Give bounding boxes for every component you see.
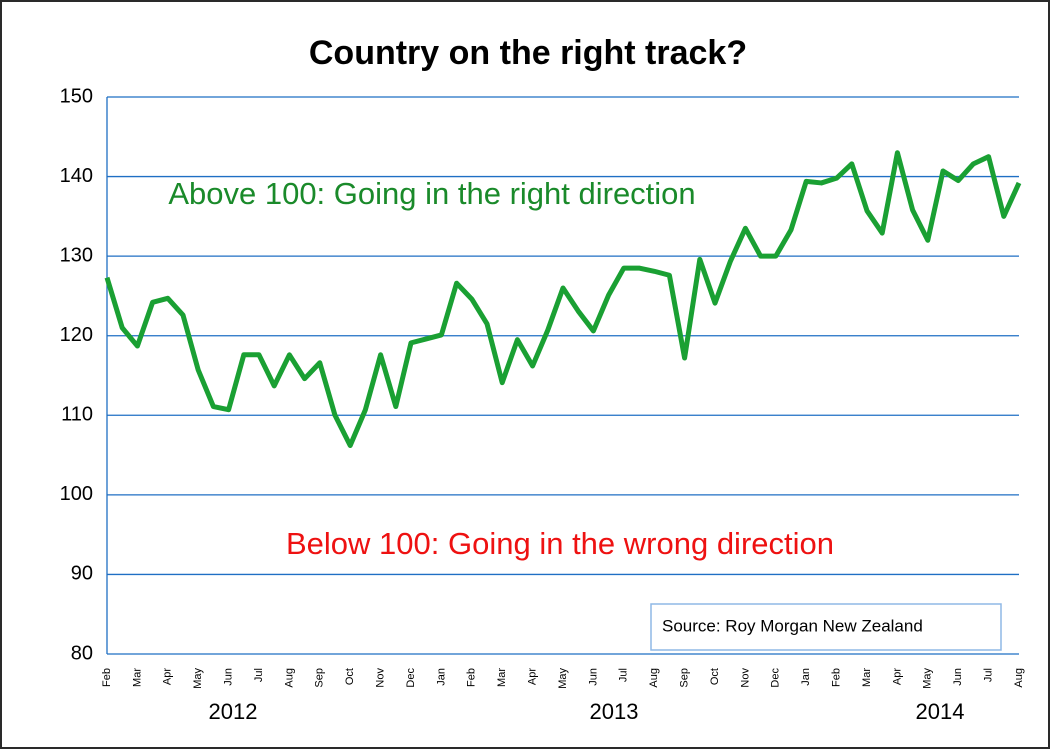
x-tick-label: Dec xyxy=(405,668,417,688)
x-tick-label: Mar xyxy=(496,668,508,687)
x-tick-label: Jul xyxy=(253,668,265,682)
source-label: Source: Roy Morgan New Zealand xyxy=(662,616,923,635)
year-label: 2012 xyxy=(209,699,258,724)
x-tick-label: May xyxy=(192,668,204,689)
series-line xyxy=(104,150,1022,449)
x-tick-label: Aug xyxy=(648,668,660,688)
x-tick-label: Jul xyxy=(983,668,995,682)
x-tick-label: Jun xyxy=(952,668,964,686)
x-tick-label: Oct xyxy=(709,668,721,685)
x-tick-label: Jul xyxy=(618,668,630,682)
annotation: Below 100: Going in the wrong direction xyxy=(286,526,834,561)
y-tick-label: 110 xyxy=(61,404,93,426)
x-tick-label: Mar xyxy=(131,668,143,687)
x-tick-label: Mar xyxy=(861,668,873,687)
y-tick-label: 80 xyxy=(71,642,93,664)
x-tick-label: Aug xyxy=(283,668,295,688)
x-tick-label: Sep xyxy=(314,668,326,688)
x-tick-label: Apr xyxy=(891,668,903,685)
x-tick-label: Nov xyxy=(739,668,751,688)
annotation: Above 100: Going in the right direction xyxy=(168,176,695,211)
year-label: 2014 xyxy=(916,699,965,724)
x-tick-label: Jan xyxy=(435,668,447,686)
x-tick-label: Oct xyxy=(344,668,356,685)
x-tick-label: Jun xyxy=(587,668,599,686)
x-tick-label: Sep xyxy=(679,668,691,688)
y-tick-label: 130 xyxy=(60,244,93,266)
y-tick-label: 150 xyxy=(60,85,93,107)
source-box xyxy=(650,603,1002,651)
x-tick-label: Apr xyxy=(162,668,174,685)
x-tick-label: May xyxy=(557,668,569,689)
x-tick-label: Aug xyxy=(1013,668,1025,688)
x-tick-label: Feb xyxy=(831,668,843,687)
x-tick-label: Apr xyxy=(527,668,539,685)
y-tick-label: 90 xyxy=(71,563,93,585)
chart-title: Country on the right track? xyxy=(309,34,747,72)
year-label: 2013 xyxy=(590,699,639,724)
y-tick-label: 120 xyxy=(60,324,93,346)
x-tick-label: Dec xyxy=(770,668,782,688)
x-tick-label: May xyxy=(922,668,934,689)
x-tick-label: Jan xyxy=(800,668,812,686)
y-tick-label: 140 xyxy=(60,165,93,187)
x-tick-label: Feb xyxy=(466,668,478,687)
y-tick-label: 100 xyxy=(60,483,93,505)
x-tick-label: Feb xyxy=(101,668,113,687)
x-tick-label: Jun xyxy=(223,668,235,686)
x-tick-label: Nov xyxy=(375,668,387,688)
